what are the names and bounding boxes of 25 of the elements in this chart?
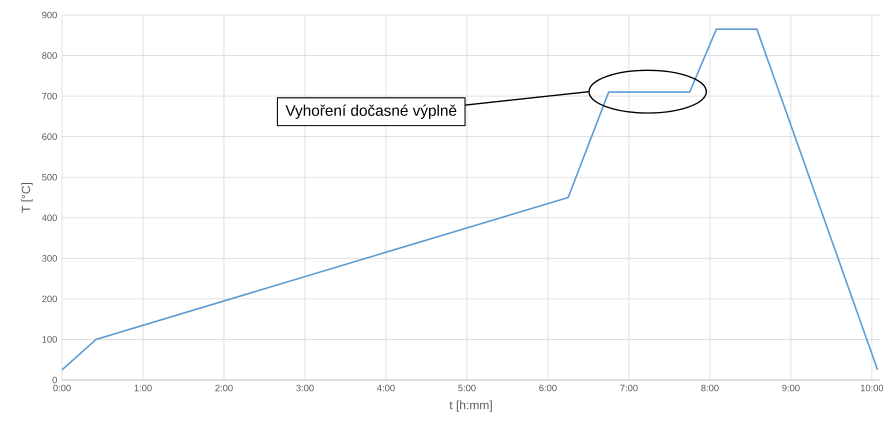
- x-tick-label: 3:00: [296, 384, 314, 392]
- x-tick-label: 5:00: [458, 384, 476, 392]
- x-tick-label: 1:00: [134, 384, 152, 392]
- y-tick-label: 200: [42, 296, 57, 302]
- x-tick-label: 6:00: [539, 384, 557, 392]
- x-tick-label: 2:00: [215, 384, 233, 392]
- x-tick-label: 4:00: [377, 384, 395, 392]
- x-tick-label: 9:00: [782, 384, 800, 392]
- y-tick-label: 400: [42, 214, 57, 222]
- x-tick-label: 8:00: [701, 384, 719, 392]
- y-tick-label: 300: [42, 255, 57, 262]
- y-tick-label: 500: [42, 174, 57, 181]
- y-tick-label: 800: [42, 52, 57, 59]
- x-tick-label: 10:00: [860, 384, 884, 392]
- y-tick-label: 900: [42, 12, 57, 18]
- annotation: Vyhoření dočasné výplně: [285, 104, 456, 119]
- x-axis-title: t [h:mm]: [450, 400, 492, 412]
- x-tick-label: 0:00: [53, 384, 71, 392]
- y-axis-title: T [°C]: [21, 182, 33, 213]
- y-tick-label: 600: [42, 133, 57, 140]
- y-tick-label: 0: [52, 376, 57, 384]
- x-tick-label: 7:00: [620, 384, 638, 392]
- y-tick-label: 700: [42, 92, 57, 100]
- y-tick-label: 100: [42, 336, 57, 343]
- line-series: [61, 28, 878, 371]
